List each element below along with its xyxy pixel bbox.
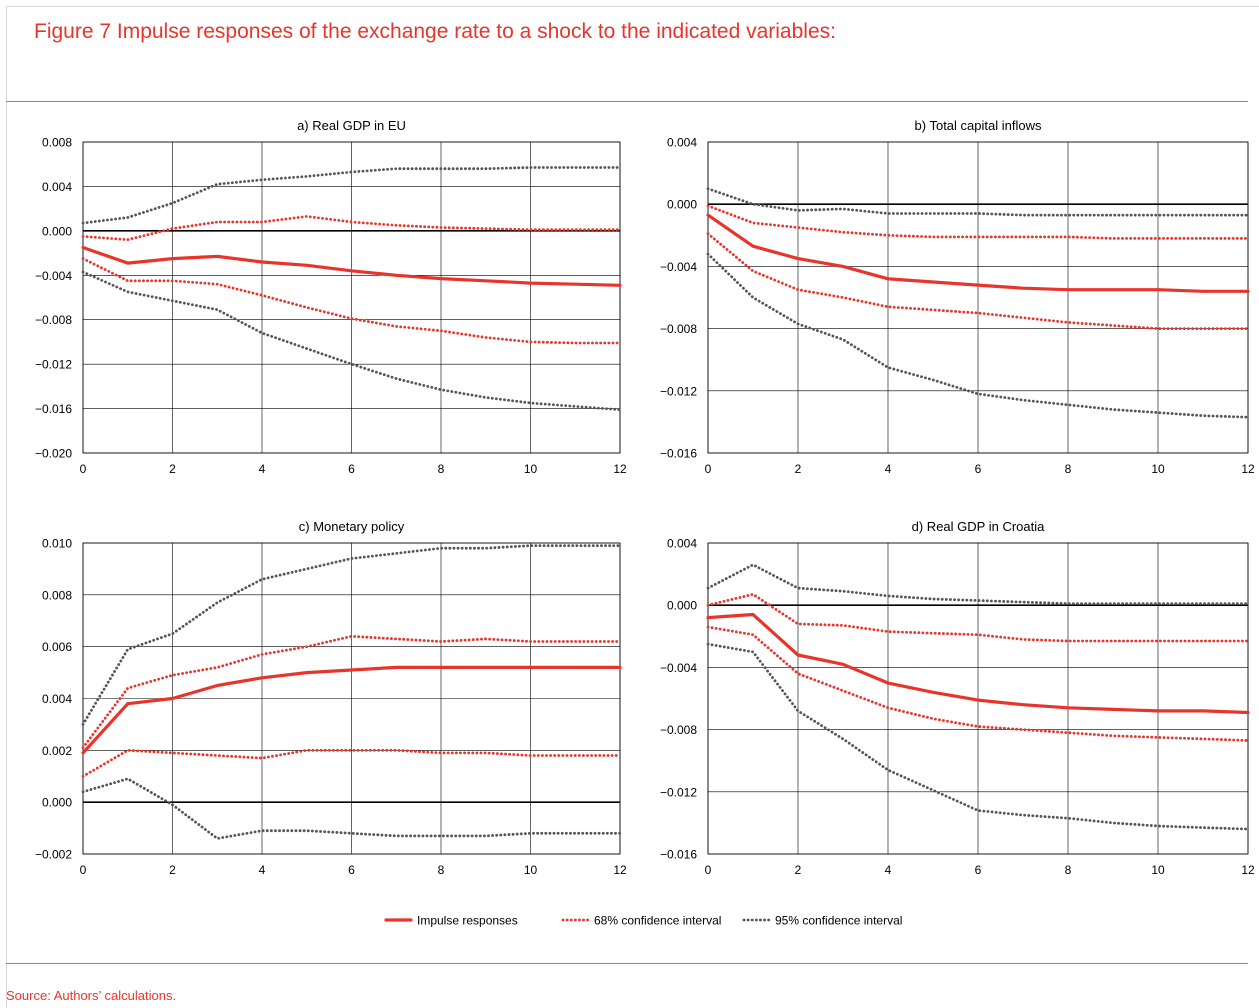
plot-frame [707,141,1249,454]
x-tick-label: 2 [795,863,802,877]
chart-title: d) Real GDP in Croatia [912,519,1045,534]
legend-label: 68% confidence interval [594,914,721,928]
series-68-ci [706,232,1250,331]
y-tick-label: 0.008 [42,136,72,150]
x-tick-label: 10 [1151,863,1165,877]
series-95-ci [81,777,622,840]
x-tick-label: 0 [705,863,712,877]
x-tick-label: 6 [975,863,982,877]
y-tick-label: −0.004 [660,260,697,274]
y-tick-label: −0.008 [35,313,72,327]
series-68-ci [706,204,1250,240]
y-tick-label: −0.008 [660,322,697,336]
y-tick-label: −0.020 [35,447,72,461]
x-tick-label: 2 [169,863,176,877]
x-tick-label: 12 [613,462,627,476]
series-68-ci [81,257,622,345]
chart-panel: b) Total capital inflows 0.004 0.000 −0.004… [660,118,1255,476]
x-tick-label: 0 [705,462,712,476]
x-tick-label: 4 [259,863,266,877]
series-impulse-response [81,245,622,287]
x-tick-label: 0 [80,462,87,476]
series-68-ci [81,634,622,750]
y-tick-label: −0.016 [35,402,72,416]
y-tick-label: 0.000 [667,198,697,212]
figure-frame [6,6,1259,1008]
y-tick-label: 0.010 [42,537,72,551]
plot-frame [82,141,621,454]
y-tick-label: −0.008 [660,723,697,737]
x-tick-label: 4 [885,462,892,476]
x-tick-label: 12 [1241,462,1255,476]
chart-panel: c) Monetary policy 0.010 0.008 0.006 0.004 0.… [35,519,627,877]
series-impulse-response [706,213,1250,293]
chart-title: c) Monetary policy [299,519,405,534]
legend-label: 95% confidence interval [775,914,902,928]
series-68-ci [81,748,622,778]
series-95-ci [706,187,1250,217]
x-tick-label: 8 [1065,462,1072,476]
x-tick-label: 8 [438,863,445,877]
x-tick-label: 10 [524,462,538,476]
series-95-ci [706,252,1250,419]
series-95-ci [706,642,1250,831]
series-impulse-response [81,665,622,755]
series-95-ci [81,270,622,412]
y-tick-label: 0.000 [667,599,697,613]
y-tick-label: −0.012 [35,358,72,372]
chart-panel: a) Real GDP in EU 0.008 0.004 0.000 −0.004 −0… [35,118,627,476]
figure-title: Figure 7 Impulse responses of the exchan… [34,20,836,43]
series-68-ci [81,214,622,242]
source-note: Source: Authors’ calculations. [6,988,177,1003]
x-tick-label: 6 [975,462,982,476]
plot-frame [82,542,621,855]
x-tick-label: 12 [1241,863,1255,877]
x-tick-label: 8 [1065,863,1072,877]
x-tick-label: 12 [613,863,627,877]
series-95-ci [81,544,622,726]
chart-panel: d) Real GDP in Croatia 0.004 0.000 −0.004 −0… [660,519,1255,877]
x-tick-label: 4 [885,863,892,877]
y-tick-label: −0.016 [660,447,697,461]
y-tick-label: 0.006 [42,640,72,654]
top-rule [6,101,1248,102]
y-tick-label: 0.000 [42,224,72,238]
legend-label: Impulse responses [417,914,518,928]
y-tick-label: −0.004 [660,661,697,675]
series-impulse-response [706,612,1250,715]
bottom-rule [6,963,1248,964]
series-95-ci [706,563,1250,605]
y-tick-label: 0.004 [42,692,72,706]
y-tick-label: −0.002 [35,848,72,862]
plot-frame [707,542,1249,855]
legend: Impulse responses 68% confidence interval… [384,914,902,928]
x-tick-label: 10 [524,863,538,877]
y-tick-label: 0.004 [667,537,697,551]
x-tick-label: 8 [438,462,445,476]
series-95-ci [81,166,622,225]
y-tick-label: −0.012 [660,384,697,398]
y-tick-label: 0.004 [42,180,72,194]
x-tick-label: 6 [348,462,355,476]
y-tick-label: 0.002 [42,744,72,758]
chart-title: b) Total capital inflows [915,118,1042,133]
y-tick-label: −0.012 [660,785,697,799]
y-tick-label: 0.004 [667,136,697,150]
x-tick-label: 10 [1151,462,1165,476]
x-tick-label: 6 [348,863,355,877]
y-tick-label: 0.000 [42,796,72,810]
x-tick-label: 0 [80,863,87,877]
chart-title: a) Real GDP in EU [297,118,406,133]
x-tick-label: 2 [169,462,176,476]
y-tick-label: −0.016 [660,848,697,862]
y-tick-label: −0.004 [35,269,72,283]
x-tick-label: 4 [259,462,266,476]
y-tick-label: 0.008 [42,588,72,602]
x-tick-label: 2 [795,462,802,476]
